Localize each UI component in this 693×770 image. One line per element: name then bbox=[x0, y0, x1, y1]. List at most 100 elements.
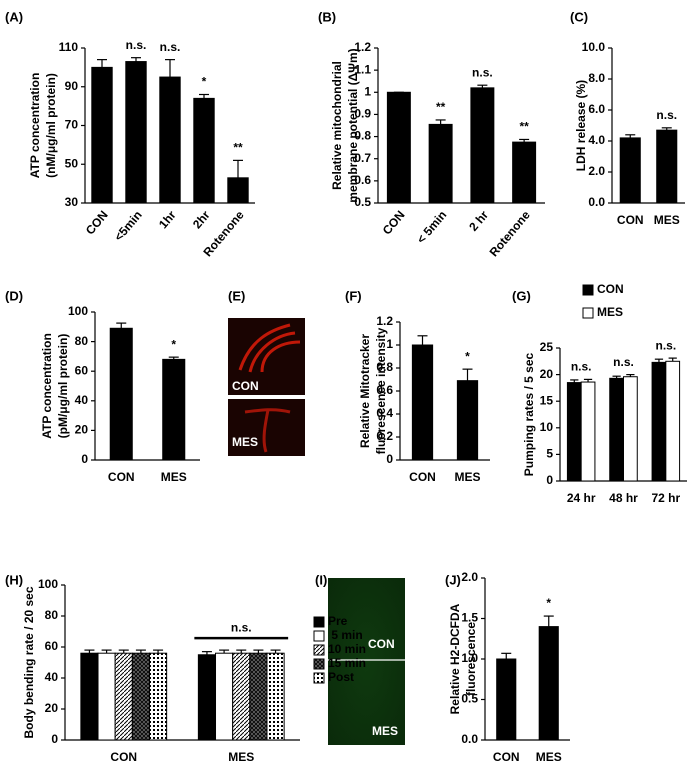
annotation: n.s. bbox=[655, 338, 676, 352]
y-tick-label: 8.0 bbox=[588, 71, 605, 85]
panel-label: (G) bbox=[512, 288, 531, 303]
legend-swatch bbox=[582, 307, 594, 319]
y-tick-label: 60 bbox=[75, 363, 89, 377]
image-i: (I) CON MES bbox=[315, 572, 405, 745]
x-tick-label: 72 hr bbox=[651, 491, 680, 505]
y-tick-label: 20 bbox=[75, 423, 89, 437]
annotation: * bbox=[202, 75, 207, 89]
y-tick-label: 0 bbox=[51, 732, 58, 746]
y-tick-label: 0.4 bbox=[376, 406, 393, 420]
y-axis-label: Relative Mitotracker bbox=[358, 334, 372, 448]
bar bbox=[496, 658, 517, 741]
panel-label: (J) bbox=[445, 572, 461, 587]
image-caption: MES bbox=[232, 435, 258, 449]
x-tick-label: MES bbox=[228, 750, 254, 764]
y-tick-label: 0.8 bbox=[354, 129, 371, 143]
y-tick-label: 70 bbox=[65, 118, 79, 132]
y-tick-label: 0 bbox=[546, 473, 553, 487]
y-tick-label: 20 bbox=[540, 367, 554, 381]
y-tick-label: 30 bbox=[65, 195, 79, 209]
bar bbox=[249, 652, 268, 741]
y-tick-label: 1.1 bbox=[354, 62, 371, 76]
bar bbox=[197, 654, 217, 741]
legend-label: Post bbox=[328, 670, 354, 684]
bar bbox=[227, 177, 249, 204]
y-tick-label: 110 bbox=[59, 40, 79, 54]
panel-label: (H) bbox=[5, 572, 23, 587]
y-tick-label: 0.6 bbox=[354, 173, 371, 187]
y-tick-label: 15 bbox=[540, 393, 554, 407]
x-tick-label: CON bbox=[493, 750, 520, 764]
legend-swatch bbox=[313, 672, 325, 684]
image-caption: CON bbox=[232, 379, 259, 393]
bar bbox=[148, 652, 168, 741]
bar bbox=[109, 327, 133, 461]
bar bbox=[411, 344, 434, 461]
bar bbox=[125, 61, 147, 204]
bar bbox=[215, 652, 234, 741]
x-tick-label: MES bbox=[161, 470, 187, 484]
x-tick-label: CON bbox=[380, 208, 408, 237]
image-e: (E) CON MES bbox=[228, 288, 305, 456]
annotation: n.s. bbox=[126, 38, 147, 52]
annotation: ** bbox=[436, 100, 446, 114]
bar bbox=[159, 76, 181, 204]
y-axis-label: LDH release (%) bbox=[574, 80, 588, 171]
bar bbox=[656, 129, 678, 204]
y-tick-label: 4.0 bbox=[588, 133, 605, 147]
bar bbox=[266, 652, 285, 741]
y-tick-label: 20 bbox=[45, 701, 59, 715]
x-tick-label: CON bbox=[409, 470, 436, 484]
annotation: ** bbox=[519, 120, 529, 134]
y-tick-label: 5 bbox=[546, 447, 553, 461]
bar bbox=[386, 91, 411, 204]
y-tick-label: 100 bbox=[68, 304, 88, 318]
image-caption: CON bbox=[368, 637, 395, 651]
bar bbox=[193, 97, 215, 204]
x-tick-label: < 5min bbox=[414, 208, 449, 246]
y-tick-label: 0.7 bbox=[354, 151, 371, 165]
y-tick-label: 80 bbox=[75, 334, 89, 348]
annotation: ** bbox=[233, 141, 243, 155]
y-tick-label: 0.0 bbox=[461, 732, 478, 746]
x-tick-label: CON bbox=[110, 750, 137, 764]
annotation: * bbox=[546, 596, 551, 610]
annotation: * bbox=[171, 337, 176, 351]
annotation: n.s. bbox=[160, 40, 181, 54]
x-tick-label: CON bbox=[83, 208, 111, 237]
bar bbox=[512, 141, 537, 204]
x-tick-label: Rotenone bbox=[487, 208, 533, 260]
bar bbox=[651, 361, 667, 482]
y-tick-label: 50 bbox=[65, 156, 79, 170]
y-axis-label: ATP concentration bbox=[40, 333, 54, 439]
y-tick-label: 10 bbox=[540, 420, 554, 434]
y-tick-label: 1 bbox=[364, 84, 371, 98]
y-axis-label: (nM/μg/ml protein) bbox=[44, 73, 58, 178]
y-tick-label: 0.6 bbox=[376, 383, 393, 397]
y-tick-label: 0.8 bbox=[376, 360, 393, 374]
y-tick-label: 0 bbox=[81, 452, 88, 466]
bar bbox=[456, 380, 479, 461]
y-tick-label: 1.0 bbox=[461, 651, 478, 665]
y-tick-label: 0.5 bbox=[354, 195, 371, 209]
bar bbox=[470, 87, 495, 204]
x-tick-label: MES bbox=[454, 470, 480, 484]
x-tick-label: MES bbox=[536, 750, 562, 764]
x-tick-label: 2 hr bbox=[466, 208, 491, 234]
panel-label: (A) bbox=[5, 9, 23, 24]
y-tick-label: 0.5 bbox=[461, 692, 478, 706]
y-axis-label: membrane potential (ΔΨm) bbox=[346, 48, 360, 202]
bar bbox=[131, 652, 150, 741]
annotation: n.s. bbox=[231, 620, 252, 634]
x-tick-label: <5min bbox=[111, 208, 144, 244]
y-axis-label: Pumping rates / 5 sec bbox=[522, 352, 536, 476]
y-tick-label: 25 bbox=[540, 340, 554, 354]
y-axis-label: Relative H2-DCFDA bbox=[448, 603, 462, 714]
x-tick-label: MES bbox=[654, 213, 680, 227]
panel-label: (B) bbox=[318, 9, 336, 24]
y-axis-label: (pM/μg/ml protein) bbox=[56, 334, 70, 439]
annotation: n.s. bbox=[571, 360, 592, 374]
y-tick-label: 2.0 bbox=[588, 164, 605, 178]
bar bbox=[97, 652, 116, 741]
y-tick-label: 0.0 bbox=[588, 195, 605, 209]
